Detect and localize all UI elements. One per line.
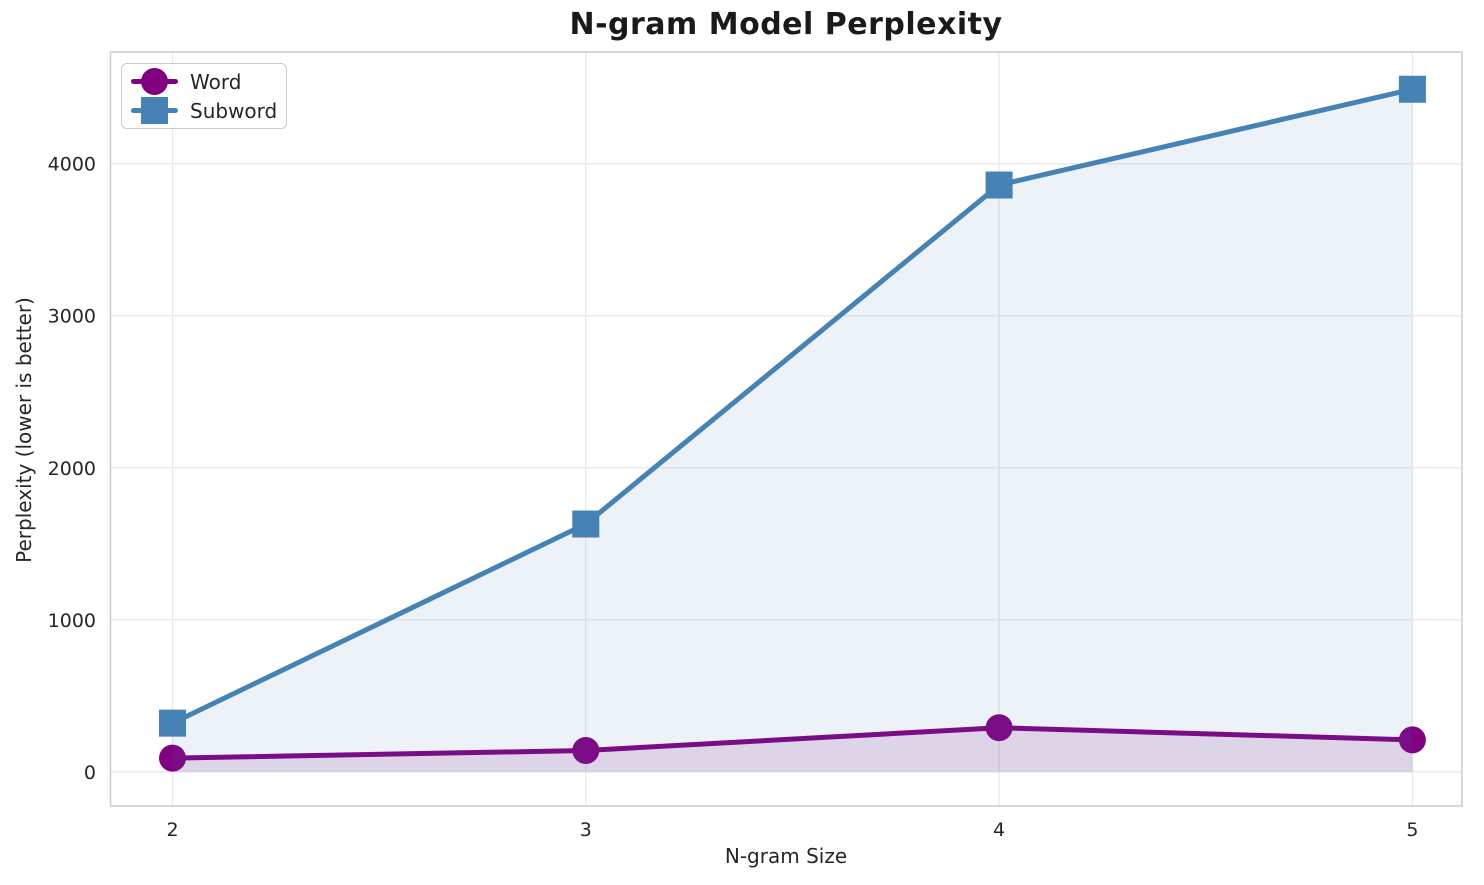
legend-item-word: Word: [122, 67, 286, 96]
legend-item-subword: Subword: [122, 96, 286, 125]
subword-marker: [985, 171, 1013, 199]
y-tick-label: 1000: [48, 610, 96, 632]
y-axis-label: Perplexity (lower is better): [12, 297, 36, 563]
word-marker: [572, 737, 600, 765]
word-marker: [158, 744, 186, 772]
word-marker: [1398, 726, 1426, 754]
legend: Word Subword: [121, 63, 287, 129]
word-area: [172, 727, 1413, 772]
subword-line: [169, 86, 1415, 726]
y-tick-label: 2000: [48, 458, 96, 480]
x-tick-label: 3: [580, 819, 592, 841]
subword-legend-marker-icon: [131, 97, 178, 124]
subword-area: [172, 89, 1413, 772]
legend-label-word: Word: [190, 69, 242, 94]
x-axis-label: N-gram Size: [724, 844, 848, 868]
y-tick-label: 4000: [48, 154, 96, 176]
y-tick-label: 3000: [48, 306, 96, 328]
legend-label-subword: Subword: [190, 98, 278, 123]
subword-marker: [1398, 75, 1426, 103]
plot-border: [109, 51, 1463, 807]
x-tick-label: 2: [166, 819, 178, 841]
subword-marker: [572, 510, 600, 538]
x-tick-label: 4: [993, 819, 1005, 841]
subword-marker: [158, 709, 186, 737]
y-tick-label: 0: [84, 762, 96, 784]
x-tick-label: 5: [1406, 819, 1418, 841]
word-legend-marker-icon: [131, 68, 178, 95]
chart-title: N-gram Model Perplexity: [569, 7, 1003, 42]
word-marker: [985, 714, 1013, 742]
word-line: [169, 725, 1415, 761]
